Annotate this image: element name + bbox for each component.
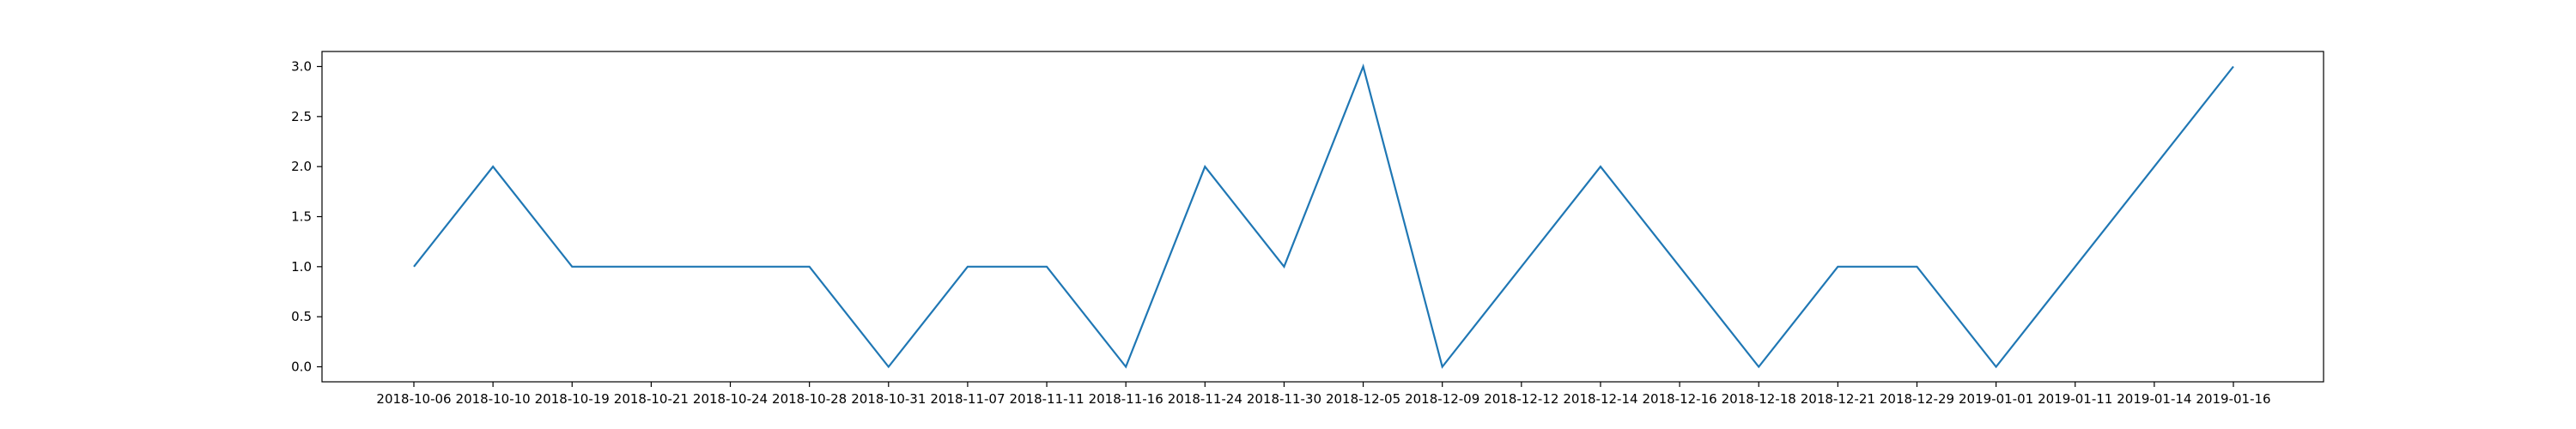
x-tick-label: 2018-10-21 <box>614 391 689 407</box>
y-tick-label: 0.5 <box>291 309 312 324</box>
x-tick-label: 2019-01-11 <box>2038 391 2112 407</box>
x-tick-label: 2018-12-29 <box>1880 391 1954 407</box>
x-tick-label: 2018-11-07 <box>930 391 1005 407</box>
y-tick-label: 1.0 <box>291 259 312 275</box>
series-line <box>413 63 2234 369</box>
x-tick-label: 2018-10-19 <box>535 391 610 407</box>
y-tick-label: 0.0 <box>291 360 312 375</box>
x-tick-label: 2019-01-16 <box>2196 391 2270 407</box>
x-tick-label: 2018-12-21 <box>1801 391 1875 407</box>
x-tick-label: 2018-11-16 <box>1089 391 1163 407</box>
y-tick-label: 2.0 <box>291 159 312 174</box>
x-tick-label: 2018-12-09 <box>1405 391 1479 407</box>
y-axis: 0.0 0.5 1.0 1.5 2.0 2.5 3.0 <box>291 59 322 375</box>
y-tick-label: 3.0 <box>291 59 312 75</box>
x-tick-label: 2018-11-24 <box>1168 391 1242 407</box>
x-tick-label: 2018-11-30 <box>1247 391 1321 407</box>
x-tick-label: 2018-10-28 <box>772 391 847 407</box>
x-tick-label: 2018-10-24 <box>693 391 768 407</box>
y-tick-label: 2.5 <box>291 109 312 124</box>
x-tick-label: 2018-12-14 <box>1563 391 1637 407</box>
x-tick-label: 2018-10-06 <box>376 391 451 407</box>
x-tick-label: 2018-12-18 <box>1722 391 1796 407</box>
x-tick-label: 2018-12-12 <box>1484 391 1558 407</box>
x-tick-label: 2018-11-11 <box>1009 391 1084 407</box>
y-tick-label: 1.5 <box>291 209 312 225</box>
x-tick-label: 2019-01-01 <box>1959 391 2033 407</box>
x-axis: 2018-10-06 2018-10-10 2018-10-19 2018-10-21… <box>376 382 2271 407</box>
x-tick-label: 2019-01-14 <box>2117 391 2191 407</box>
x-tick-label: 2018-10-31 <box>851 391 926 407</box>
x-tick-label: 2018-12-16 <box>1642 391 1716 407</box>
x-tick-label: 2018-12-05 <box>1326 391 1400 407</box>
x-tick-label: 2018-10-10 <box>456 391 531 407</box>
